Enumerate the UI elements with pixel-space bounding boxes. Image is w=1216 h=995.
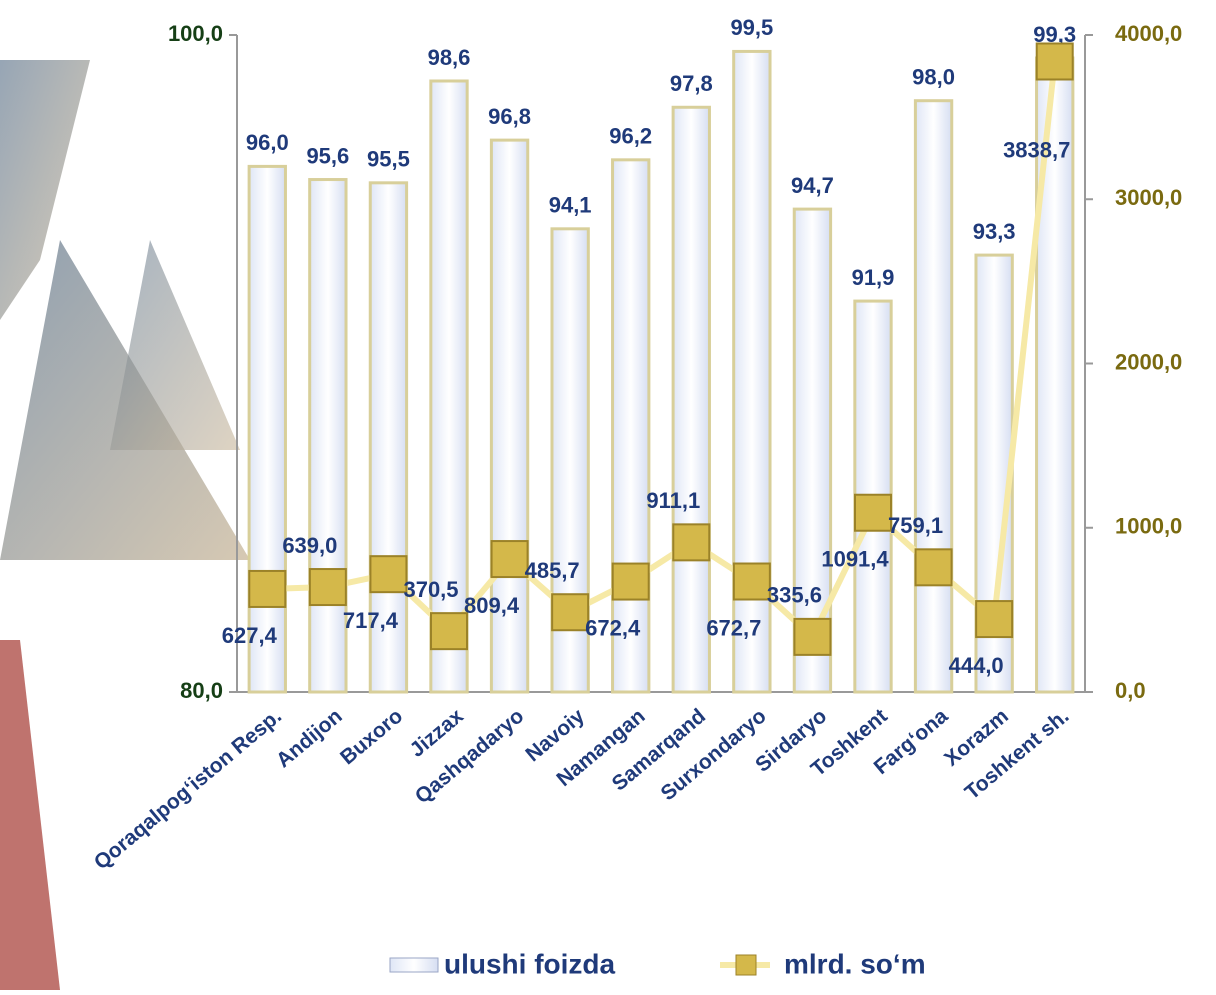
bar-value-label: 98,6 (428, 45, 471, 70)
bar-value-label: 96,2 (609, 124, 652, 149)
line-marker (1035, 42, 1074, 81)
bar (489, 138, 530, 694)
bar (429, 79, 469, 694)
line-value-label: 717,4 (343, 608, 399, 633)
y-tick-label: 100,0 (168, 21, 223, 46)
bar-value-label: 94,1 (549, 193, 592, 218)
y2-tick-label: 0,0 (1115, 678, 1146, 703)
line-value-label: 370,5 (403, 577, 458, 602)
line-marker (430, 612, 468, 651)
line-marker (732, 562, 771, 601)
y2-tick-label: 4000,0 (1115, 21, 1182, 46)
bar (308, 178, 348, 694)
x-tick-label: Buxoro (336, 704, 407, 769)
line-value-label: 627,4 (222, 623, 278, 648)
bar-value-label: 91,9 (852, 265, 895, 290)
line-value-label: 485,7 (525, 558, 580, 583)
x-tick-label: Qoraqalpog‘iston Resp. (90, 704, 286, 874)
line-value-label: 672,4 (585, 615, 641, 640)
decoration (0, 640, 60, 990)
y-tick-label: 80,0 (180, 678, 223, 703)
legend-label: ulushi foizda (444, 948, 616, 979)
line-marker (248, 569, 287, 608)
decoration (110, 240, 240, 450)
bar-value-label: 97,8 (670, 71, 713, 96)
line-marker (308, 568, 347, 607)
line-marker (914, 548, 953, 587)
line-value-label: 911,1 (646, 488, 700, 513)
bar-value-label: 94,7 (791, 173, 834, 198)
bar-value-label: 95,6 (306, 143, 349, 168)
line-value-label: 809,4 (464, 593, 520, 618)
bar-value-label: 96,8 (488, 104, 531, 129)
line-value-label: 639,0 (282, 533, 337, 558)
x-tick-label: Toshkent sh. (961, 704, 1074, 804)
line-marker (490, 540, 529, 579)
line-value-label: 672,7 (706, 615, 761, 640)
line-value-label: 759,1 (888, 513, 943, 538)
line-marker (672, 523, 711, 562)
bar (671, 105, 711, 694)
line-marker (369, 555, 408, 594)
x-tick-label: Surxondaryo (657, 704, 771, 805)
line-marker (551, 593, 590, 632)
y2-tick-label: 2000,0 (1115, 349, 1182, 374)
y2-tick-label: 3000,0 (1115, 185, 1182, 210)
line-marker (975, 600, 1014, 639)
legend-swatch (389, 957, 439, 973)
bar (611, 158, 651, 694)
bar-value-label: 96,0 (246, 130, 289, 155)
bar-value-label: 98,0 (912, 65, 955, 90)
line-value-label: 444,0 (949, 653, 1004, 678)
bar-value-label: 93,3 (973, 219, 1016, 244)
line-value-label: 3838,7 (1003, 137, 1070, 162)
line-marker (854, 493, 892, 532)
bar-value-label: 99,5 (730, 15, 773, 40)
line-value-label: 1091,4 (821, 547, 889, 572)
bar (913, 99, 954, 694)
y2-tick-label: 1000,0 (1115, 514, 1182, 539)
line-marker (611, 562, 650, 601)
legend-swatch (735, 954, 757, 976)
line-value-label: 335,6 (767, 583, 822, 608)
decoration (0, 60, 90, 320)
bar (247, 164, 287, 694)
x-tick-label: Qashqadaryo (411, 704, 529, 808)
line-marker (793, 617, 832, 656)
bar-value-label: 95,5 (367, 147, 410, 172)
x-tick-label: Andijon (272, 704, 347, 772)
legend-label: mlrd. so‘m (784, 948, 926, 979)
bar (368, 181, 409, 694)
